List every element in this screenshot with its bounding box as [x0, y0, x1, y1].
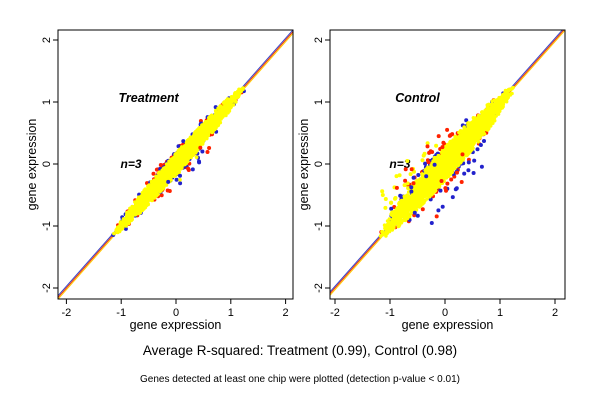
- treatment-plot: -2 -2 -1 -1 0 0 1 1 2 2 gene expression gene expres…: [25, 29, 294, 332]
- control-plot-frame: [329, 29, 566, 300]
- y-tick-label: -2: [41, 283, 53, 293]
- scatter-series-replicate-pair-yellow: [378, 85, 515, 238]
- y-tick-label: 1: [41, 99, 53, 105]
- footnote-detection-note: Genes detected at least one chip were pl…: [140, 374, 460, 385]
- outlier-points-below-diagonal-blue: [412, 158, 484, 225]
- y-tick-label: -1: [313, 221, 325, 231]
- scatter-plots-canvas: -2 -2 -1 -1 0 0 1 1 2 2 gene expression gene expres…: [25, 29, 566, 332]
- outlier-points-below-diagonal-red: [434, 152, 465, 219]
- x-tick-label: 0: [442, 307, 448, 319]
- outlier-points-above-diagonal-blue: [409, 162, 437, 194]
- x-axis-label: gene expression: [402, 318, 494, 332]
- x-tick-label: -1: [385, 307, 395, 319]
- control-label: Control: [395, 91, 440, 105]
- x-tick-label: -1: [116, 307, 126, 319]
- outlier-points-below-diagonal-red: [165, 145, 212, 193]
- x-axis-label: gene expression: [130, 318, 222, 332]
- treatment-n-annotation: n=3: [121, 157, 142, 171]
- y-tick-label: 1: [313, 99, 325, 105]
- treatment-plot-area: Treatment n=3: [58, 30, 293, 299]
- y-axis-label: gene expression: [297, 119, 311, 211]
- scatter-series-replicate-pair-yellow: [112, 86, 245, 236]
- treatment-label: Treatment: [118, 91, 179, 105]
- outlier-points-above-diagonal-red: [394, 127, 453, 190]
- x-tick-label: 1: [228, 307, 234, 319]
- x-tick-label: -2: [62, 307, 72, 319]
- y-tick-label: 2: [41, 37, 53, 43]
- x-tick-label: 0: [173, 307, 179, 319]
- x-tick-label: -2: [330, 307, 340, 319]
- treatment-plot-frame: [57, 29, 294, 300]
- y-tick-label: 2: [313, 37, 325, 43]
- y-tick-label: -2: [313, 283, 325, 293]
- x-tick-label: 2: [283, 307, 289, 319]
- caption-average-r-squared: Average R-squared: Treatment (0.99), Con…: [142, 343, 458, 358]
- outlier-points-below-diagonal-blue: [166, 149, 205, 186]
- outlier-points-below-diagonal-yellow: [177, 148, 199, 182]
- y-tick-label: 0: [41, 161, 53, 167]
- y-tick-label: 0: [313, 161, 325, 167]
- x-tick-label: 2: [552, 307, 558, 319]
- x-tick-label: 1: [497, 307, 503, 319]
- y-tick-label: -1: [41, 221, 53, 231]
- control-plot: -2 -2 -1 -1 0 0 1 1 2 2 gene expression gene expres…: [297, 29, 566, 332]
- y-axis-label: gene expression: [25, 119, 39, 211]
